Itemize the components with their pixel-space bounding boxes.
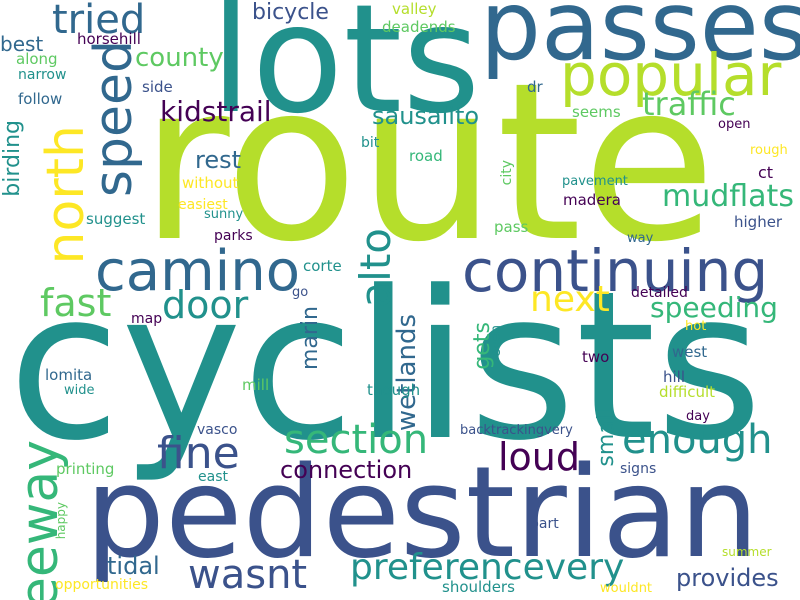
word-day: day <box>686 409 710 424</box>
word-road: road <box>409 147 443 165</box>
word-opportunities: opportunities <box>55 577 149 593</box>
word-shoulders: shoulders <box>442 578 515 596</box>
word-valley: valley <box>392 0 437 18</box>
word-vasco: vasco <box>197 422 238 438</box>
word-narrow: narrow <box>18 67 67 83</box>
word-signs: signs <box>620 461 657 477</box>
word-though: though <box>367 381 421 399</box>
word-fine: fine <box>157 428 240 479</box>
word-wetlands: wetlands <box>392 314 422 432</box>
word-door: door <box>162 283 249 327</box>
word-pavement: pavement <box>562 174 628 189</box>
word-parks: parks <box>214 228 253 244</box>
word-without: without <box>182 174 239 192</box>
word-deadends: deadends <box>382 18 456 36</box>
word-pedestrian: pedestrian <box>85 439 759 586</box>
word-cyclists: cyclists <box>8 248 763 486</box>
word-county: county <box>135 43 224 73</box>
word-side: side <box>142 78 173 96</box>
word-provides: provides <box>676 564 779 592</box>
word-east: east <box>198 469 228 485</box>
word-next: next <box>530 279 610 320</box>
word-freeway: tried <box>52 0 146 43</box>
word-west: west <box>672 343 708 361</box>
word-lomita: lomita <box>45 366 93 384</box>
word-marin: marin <box>298 306 323 371</box>
word-suggest: suggest <box>86 210 146 228</box>
word-map: map <box>131 311 163 327</box>
word-horsehill: horsehill <box>77 30 141 48</box>
word-enough: enough <box>622 417 773 463</box>
word-passes: passes <box>480 0 800 82</box>
word-preferencevery: preferencevery <box>350 547 625 588</box>
word-kidstrail: kidstrail <box>160 95 272 128</box>
word-corte: corte <box>303 257 342 275</box>
word-connection: connection <box>280 456 413 484</box>
word-ct: ct <box>758 163 774 182</box>
word-sausalito: sausalito <box>372 102 480 130</box>
word-follow: follow <box>18 90 63 108</box>
word-easiest: easiest <box>178 197 228 213</box>
word-pass: pass <box>494 218 529 236</box>
word-section: section <box>284 417 429 463</box>
word-summer: summer <box>722 545 772 559</box>
word-bit: bit <box>361 135 380 151</box>
word-even: even <box>489 325 504 357</box>
word-sunny: sunny <box>204 207 244 222</box>
word-way: way <box>627 231 654 246</box>
word-madera: madera <box>563 191 621 209</box>
word-open: open <box>718 117 751 132</box>
word-route: route <box>140 37 716 290</box>
word-backtrackingvery: backtrackingvery <box>460 423 573 438</box>
word-camino: camino <box>95 239 300 304</box>
word-printing: printing <box>56 460 115 478</box>
word-dr: dr <box>527 78 543 96</box>
word-loud: loud <box>498 435 581 479</box>
word-difficult: difficult <box>659 383 715 401</box>
word-small: small <box>594 408 619 467</box>
word-detailed: detailed <box>631 285 688 301</box>
word-best: best <box>0 32 44 56</box>
word-hill: hill <box>663 368 686 386</box>
word-continuing: continuing <box>462 237 769 305</box>
word-north: north <box>36 125 96 265</box>
word-birding: birding <box>0 120 25 197</box>
word-fast: fast <box>40 281 112 325</box>
word-mudflats: mudflats <box>662 179 794 214</box>
word-part: part <box>530 516 559 532</box>
word-tidal: tidal <box>107 552 160 580</box>
word-higher: higher <box>734 213 783 231</box>
word-seems: seems <box>572 103 621 121</box>
word-happy: happy <box>54 502 68 540</box>
word-speeding: speeding <box>650 291 778 324</box>
word-mill: mill <box>242 376 270 394</box>
word-two: two <box>582 348 610 366</box>
word-along: along <box>16 50 58 68</box>
word-wasnt: wasnt <box>188 552 308 598</box>
word-traffic: traffic <box>642 85 736 123</box>
word-go: go <box>292 285 309 300</box>
word-popular: popular <box>560 41 782 109</box>
word-tried: alto <box>351 228 400 308</box>
word-bicycle: bicycle <box>252 0 329 25</box>
word-hot: hot <box>685 319 707 334</box>
word-city: city <box>499 160 515 186</box>
word-rough: rough <box>750 143 788 158</box>
word-rest: rest <box>195 146 242 174</box>
word-wide: wide <box>64 383 95 398</box>
word-lots: lots <box>210 0 481 147</box>
word-wouldnt: wouldnt <box>600 581 653 596</box>
